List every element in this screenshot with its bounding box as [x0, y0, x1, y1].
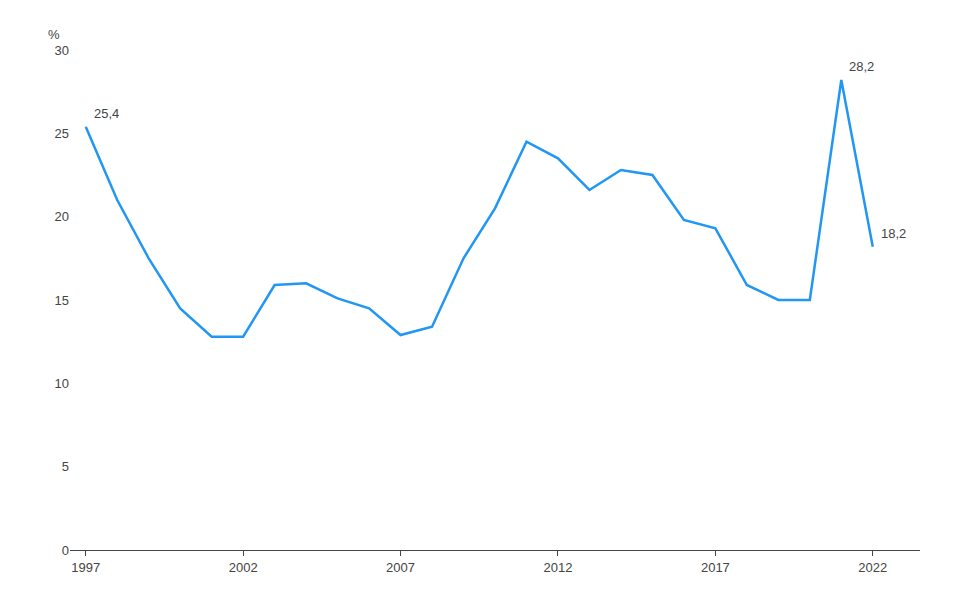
svg-text:25,4: 25,4	[94, 106, 119, 121]
svg-text:2022: 2022	[858, 560, 887, 575]
svg-text:5: 5	[62, 459, 69, 474]
svg-text:2002: 2002	[229, 560, 258, 575]
svg-text:25: 25	[55, 126, 69, 141]
svg-text:20: 20	[55, 209, 69, 224]
svg-text:1997: 1997	[71, 560, 100, 575]
svg-text:30: 30	[55, 43, 69, 58]
svg-text:2007: 2007	[386, 560, 415, 575]
svg-text:2017: 2017	[701, 560, 730, 575]
svg-text:2012: 2012	[543, 560, 572, 575]
svg-text:18,2: 18,2	[881, 226, 906, 241]
svg-text:15: 15	[55, 293, 69, 308]
svg-text:28,2: 28,2	[849, 59, 874, 74]
svg-text:10: 10	[55, 376, 69, 391]
svg-text:%: %	[48, 27, 60, 42]
svg-text:0: 0	[62, 543, 69, 558]
